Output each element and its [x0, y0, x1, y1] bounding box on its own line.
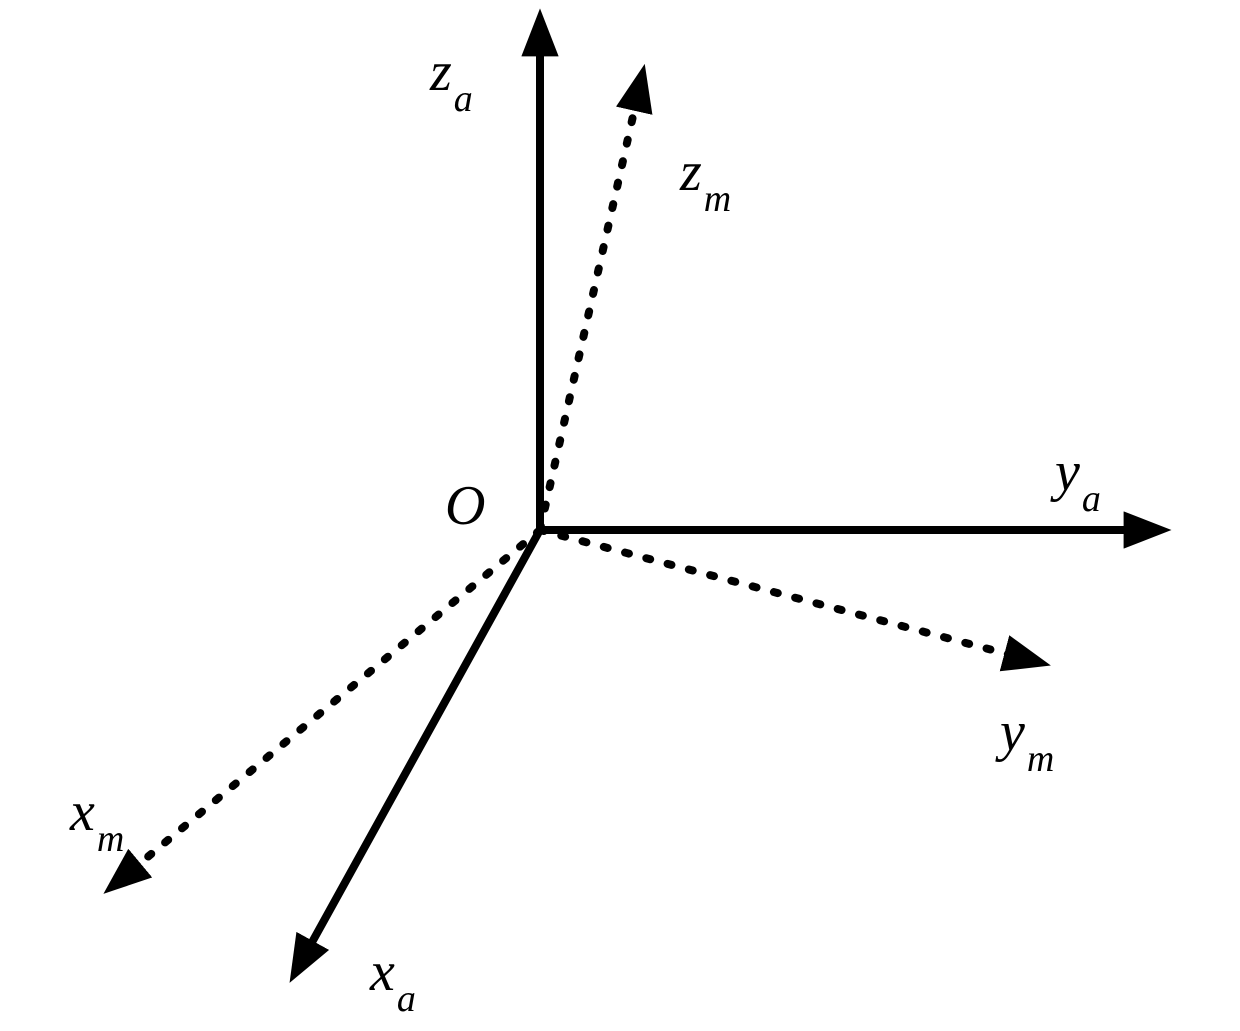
label-origin: O	[445, 475, 485, 537]
background	[0, 0, 1240, 1031]
coordinate-diagram: zmymxmzayaxaO	[0, 0, 1240, 1031]
